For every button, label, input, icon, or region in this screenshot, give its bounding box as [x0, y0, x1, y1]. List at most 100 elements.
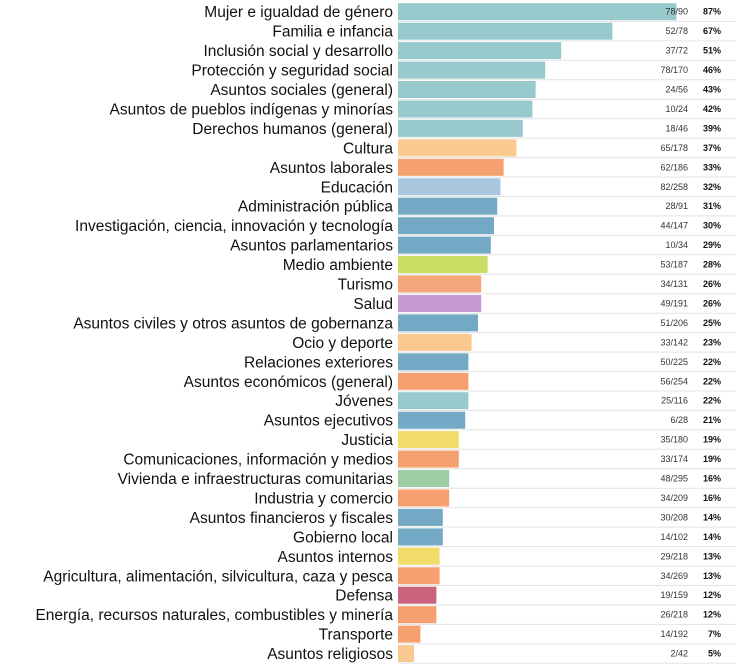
bar	[398, 508, 443, 526]
category-label: Justicia	[341, 432, 393, 449]
bar	[398, 42, 562, 60]
percent-label: 14%	[703, 512, 721, 522]
bar	[398, 606, 437, 624]
percent-label: 26%	[703, 299, 721, 309]
percent-label: 43%	[703, 85, 721, 95]
fraction-label: 14/192	[660, 629, 688, 639]
fraction-label: 35/180	[660, 435, 688, 445]
category-label: Jóvenes	[335, 393, 393, 410]
category-label: Administración pública	[238, 199, 393, 216]
category-label: Familia e infancia	[272, 24, 393, 41]
category-label: Educación	[321, 179, 393, 196]
percent-label: 29%	[703, 240, 721, 250]
percent-label: 87%	[703, 7, 721, 17]
bar	[398, 372, 469, 390]
percent-label: 16%	[703, 474, 721, 484]
percent-label: 32%	[703, 182, 721, 192]
bar	[398, 392, 469, 410]
bar	[398, 217, 494, 235]
percent-label: 51%	[703, 46, 721, 56]
category-label: Salud	[353, 296, 393, 313]
category-label: Cultura	[343, 140, 393, 157]
bar	[398, 470, 450, 487]
percent-label: 23%	[703, 337, 721, 347]
category-label: Asuntos internos	[278, 549, 394, 566]
fraction-label: 65/178	[660, 143, 688, 153]
category-label: Asuntos civiles y otros asuntos de gober…	[73, 315, 393, 332]
bar	[398, 178, 501, 196]
category-label: Gobierno local	[293, 529, 393, 546]
fraction-label: 34/269	[660, 571, 688, 581]
fraction-label: 14/102	[660, 532, 688, 542]
fraction-label: 6/28	[670, 415, 688, 425]
percent-label: 22%	[703, 376, 721, 386]
bar	[398, 567, 440, 585]
bar	[398, 81, 536, 98]
bar	[398, 22, 613, 40]
fraction-label: 10/24	[665, 104, 688, 114]
category-label: Asuntos financieros y fiscales	[190, 510, 394, 527]
bar	[398, 528, 443, 546]
bar	[398, 333, 472, 351]
category-label: Asuntos religiosos	[267, 646, 393, 663]
category-label: Asuntos de pueblos indígenas y minorías	[110, 102, 394, 119]
percent-label: 31%	[703, 201, 721, 211]
percent-label: 30%	[703, 221, 721, 231]
percent-label: 12%	[703, 610, 721, 620]
category-label: Transporte	[319, 627, 393, 644]
fraction-label: 30/208	[660, 512, 688, 522]
fraction-label: 34/209	[660, 493, 688, 503]
bar	[398, 586, 437, 604]
percent-label: 7%	[708, 629, 721, 639]
category-label: Agricultura, alimentación, silvicultura,…	[43, 568, 393, 585]
bar	[398, 450, 459, 468]
fraction-label: 62/186	[660, 162, 688, 172]
fraction-label: 2/42	[670, 649, 688, 659]
category-label: Vivienda e infraestructuras comunitarias	[118, 471, 394, 488]
fraction-label: 48/295	[660, 474, 688, 484]
percent-label: 28%	[703, 260, 721, 270]
category-label: Asuntos parlamentarios	[230, 238, 393, 255]
percent-label: 13%	[703, 551, 721, 561]
fraction-label: 28/91	[665, 201, 688, 211]
category-label: Comunicaciones, información y medios	[123, 452, 393, 469]
bar	[398, 3, 677, 21]
fraction-label: 29/218	[660, 551, 688, 561]
category-label: Derechos humanos (general)	[192, 121, 393, 138]
category-label: Defensa	[335, 588, 393, 605]
category-label: Mujer e igualdad de género	[204, 4, 393, 21]
category-label: Inclusión social y desarrollo	[203, 43, 393, 60]
percent-label: 33%	[703, 162, 721, 172]
bar	[398, 158, 504, 176]
fraction-label: 82/258	[660, 182, 688, 192]
category-label: Asuntos laborales	[270, 160, 393, 177]
percent-label: 67%	[703, 26, 721, 36]
bar	[398, 353, 469, 371]
bar	[398, 295, 482, 312]
bar	[398, 61, 546, 79]
fraction-label: 19/159	[660, 590, 688, 600]
fraction-label: 78/90	[665, 7, 688, 17]
fraction-label: 10/34	[665, 240, 688, 250]
fraction-label: 18/46	[665, 123, 688, 133]
fraction-label: 44/147	[660, 221, 688, 231]
percent-label: 21%	[703, 415, 721, 425]
bar	[398, 431, 459, 449]
bar	[398, 547, 440, 565]
category-label: Ocio y deporte	[292, 335, 393, 352]
category-label: Turismo	[338, 277, 393, 294]
bar	[398, 119, 523, 137]
fraction-label: 50/225	[660, 357, 688, 367]
percent-label: 13%	[703, 571, 721, 581]
fraction-label: 37/72	[665, 46, 688, 56]
category-label: Relaciones exteriores	[244, 354, 393, 371]
category-label: Medio ambiente	[283, 257, 393, 274]
bar	[398, 139, 517, 157]
percent-label: 37%	[703, 143, 721, 153]
bar	[398, 100, 533, 118]
fraction-label: 53/187	[660, 260, 688, 270]
percent-label: 39%	[703, 123, 721, 133]
fraction-label: 26/218	[660, 610, 688, 620]
category-label: Protección y seguridad social	[191, 63, 393, 80]
